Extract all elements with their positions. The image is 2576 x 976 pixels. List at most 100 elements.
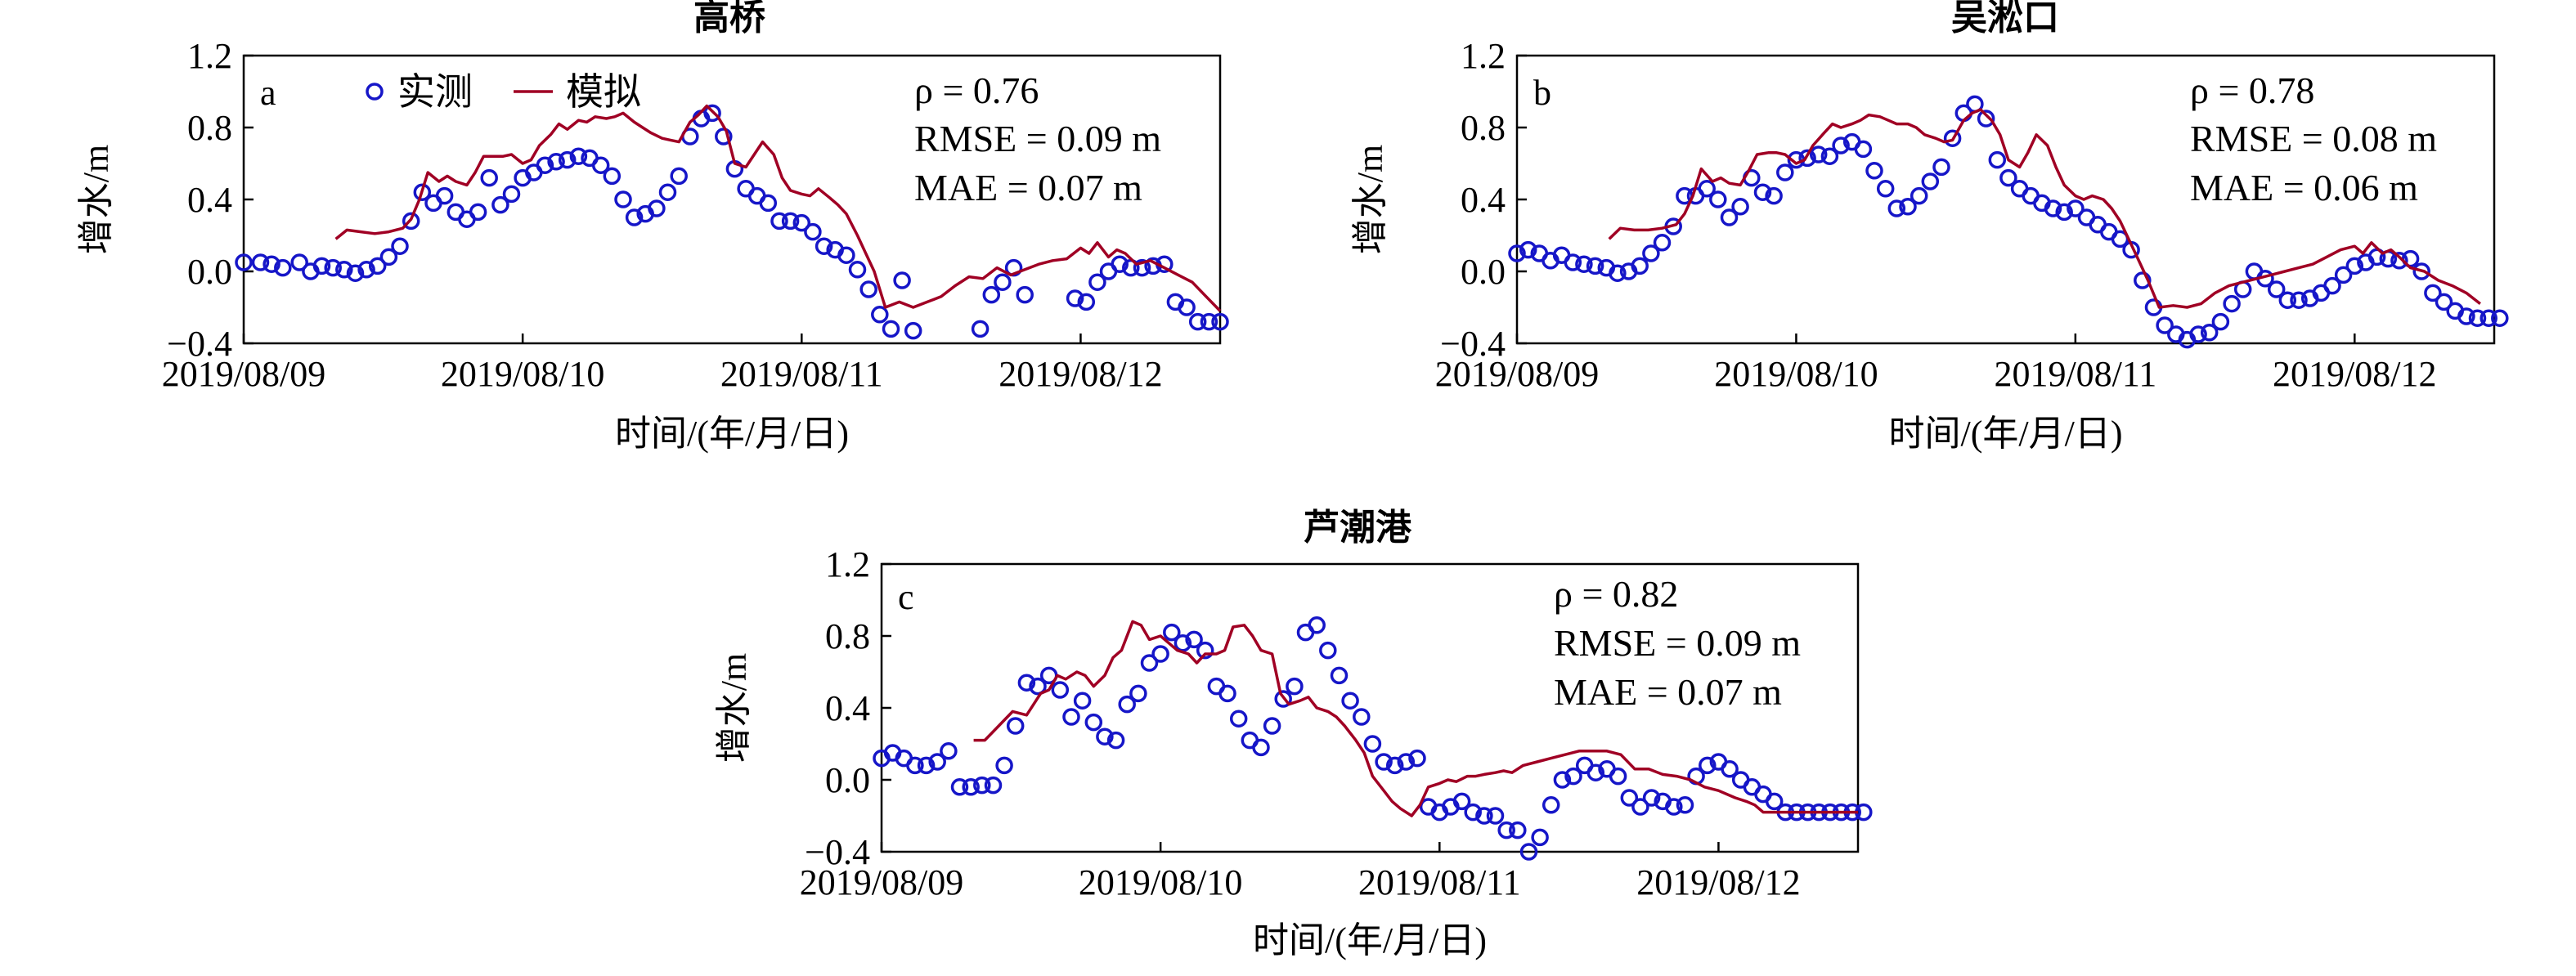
stat-rmse: RMSE = 0.09 m: [914, 118, 1161, 159]
y-axis-label: 增水/m: [76, 145, 116, 254]
observed-point: [1910, 186, 1928, 205]
stat-rho: ρ = 0.76: [914, 69, 1039, 111]
x-tick-label: 2019/08/09: [1435, 354, 1599, 394]
stat-mae: MAE = 0.07 m: [1554, 671, 1782, 713]
observed-point: [984, 776, 1003, 795]
observed-point: [1185, 630, 1203, 649]
observed-point: [1765, 186, 1783, 205]
y-tick-label: 0.4: [825, 688, 870, 728]
observed-point: [614, 190, 632, 208]
observed-point: [1876, 180, 1895, 198]
y-tick-label: 0.8: [825, 616, 870, 656]
observed-point: [1820, 147, 1839, 165]
observed-point: [1330, 666, 1349, 685]
observed-point: [1200, 312, 1218, 331]
observed-point: [940, 742, 958, 760]
observed-point: [1699, 756, 1717, 775]
x-tick-label: 2019/08/09: [800, 862, 963, 902]
observed-point: [1133, 258, 1151, 277]
y-tick-label: 0.0: [825, 760, 870, 800]
simulated-series-line: [973, 620, 1858, 817]
observed-point: [1977, 110, 1995, 128]
observed-point: [1887, 199, 1906, 217]
observed-point: [1062, 708, 1080, 726]
observed-point: [1111, 255, 1129, 273]
stat-mae: MAE = 0.07 m: [914, 167, 1142, 208]
observed-point: [1776, 163, 1794, 181]
observed-point: [1519, 240, 1537, 259]
observed-point: [625, 208, 644, 226]
observed-point: [379, 248, 398, 266]
observed-point: [1665, 798, 1683, 816]
observed-point: [2223, 294, 2241, 313]
observed-point: [558, 150, 577, 169]
x-tick-label: 2019/08/11: [1358, 862, 1521, 902]
observed-point: [950, 778, 969, 796]
y-axis-label: 增水/m: [714, 653, 754, 763]
observed-point: [2412, 262, 2430, 280]
observed-point: [312, 257, 331, 275]
x-tick-label: 2019/08/11: [720, 354, 883, 394]
observed-point: [1653, 234, 1672, 252]
observed-point: [1698, 180, 1716, 198]
observed-point: [569, 147, 588, 165]
observed-point: [882, 320, 900, 338]
y-tick-label: 0.8: [187, 108, 232, 148]
observed-point: [2044, 199, 2062, 217]
chart-panel-luchaogang: 芦潮港 c ρ = 0.82 RMSE = 0.09 m MAE = 0.07 …: [714, 508, 1873, 960]
observed-point: [1252, 738, 1270, 757]
y-tick-label: 1.2: [825, 544, 870, 584]
observed-point: [1542, 796, 1560, 814]
x-axis-label: 时间/(年/月/日): [1253, 920, 1487, 960]
observed-point: [1731, 198, 1749, 216]
observed-point: [1088, 273, 1106, 291]
observed-point: [1564, 767, 1582, 786]
observed-point: [971, 320, 990, 338]
observed-point: [1163, 623, 1181, 642]
observed-point: [1118, 695, 1136, 714]
observed-point: [1899, 198, 1917, 216]
observed-point: [1084, 713, 1103, 732]
observed-point: [1353, 708, 1371, 726]
observed-point: [368, 257, 387, 275]
observed-point: [2067, 199, 2085, 217]
observed-point: [982, 285, 1001, 304]
observed-point: [670, 167, 688, 186]
observed-point: [1286, 677, 1304, 696]
panel-letter: b: [1533, 73, 1551, 113]
observed-point: [1363, 735, 1382, 753]
observed-point: [1006, 717, 1025, 735]
observed-point: [335, 261, 353, 279]
observed-point: [995, 756, 1013, 775]
observed-point: [2134, 271, 2152, 289]
observed-point: [1263, 717, 1281, 735]
observed-point: [324, 258, 342, 277]
observed-point: [2323, 276, 2341, 295]
observed-point: [1375, 753, 1393, 771]
observed-point: [906, 756, 924, 775]
observed-point: [2156, 316, 2174, 334]
observed-point: [2435, 293, 2453, 311]
observed-point: [1308, 616, 1326, 634]
observed-point: [2424, 284, 2442, 302]
observed-point: [346, 264, 365, 282]
observed-point: [480, 168, 498, 187]
x-tick-label: 2019/08/12: [2273, 354, 2436, 394]
observed-point: [491, 195, 509, 214]
observed-point: [770, 212, 788, 231]
observed-point: [837, 246, 855, 264]
observed-point: [1765, 792, 1784, 811]
observed-point: [1676, 796, 1694, 814]
simulated-series-line: [1608, 108, 2481, 309]
observed-point: [1531, 828, 1549, 847]
observed-point: [904, 321, 922, 340]
observed-point: [435, 186, 454, 205]
observed-point: [1720, 208, 1739, 226]
observed-point: [1341, 692, 1359, 710]
observed-point: [2480, 309, 2497, 327]
observed-point: [1865, 162, 1883, 180]
observed-point: [1809, 146, 1828, 163]
observed-point: [1178, 298, 1196, 316]
observed-point: [2491, 309, 2509, 327]
observed-point: [2468, 309, 2487, 327]
